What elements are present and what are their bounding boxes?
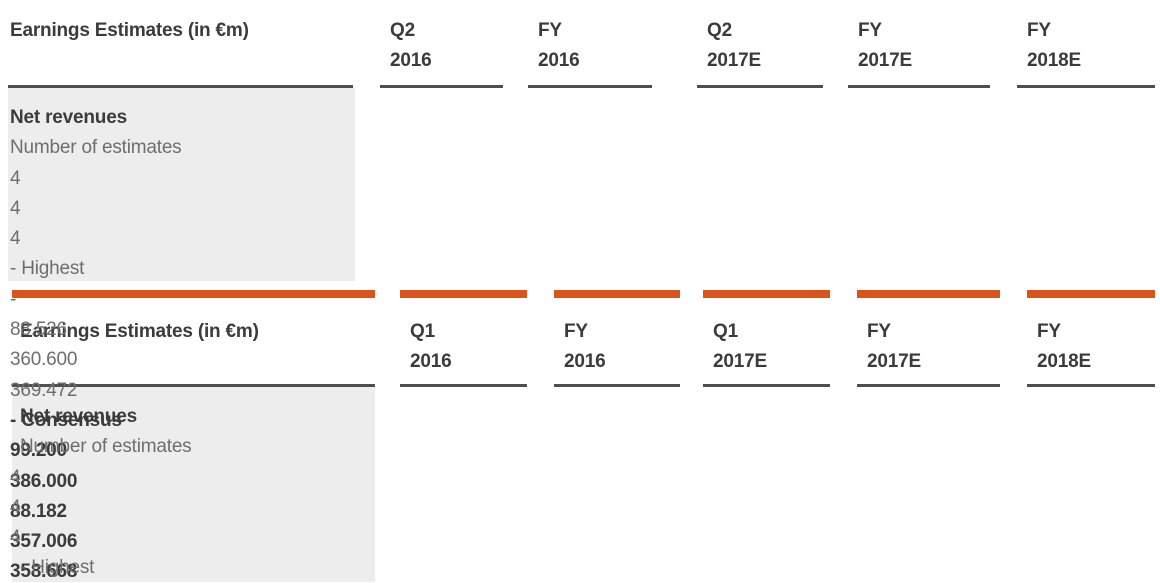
cell-value: 4 — [10, 496, 21, 518]
table-header-row: Earnings Estimates (in €m) Q2 2016 FY 2016 Q2… — [0, 0, 1160, 88]
column-header: FY 2018E — [1017, 0, 1155, 88]
table-row: - Highest - 88.526 360.600 369.472 — [0, 254, 1160, 405]
column-header-cell: FY 2016 — [528, 0, 697, 88]
column-header-year: 2016 — [390, 50, 432, 71]
column-header: Q1 2017E — [703, 290, 830, 387]
column-header-cell: FY 2018E — [1017, 0, 1160, 88]
column-header-period: FY — [1027, 20, 1051, 41]
column-header-cell: FY 2017E — [857, 290, 1027, 387]
cell-value: 386.000 — [10, 470, 78, 492]
table-title: Earnings Estimates (in €m) — [12, 290, 375, 387]
cell-value: 99.200 — [10, 440, 67, 462]
column-header-cell: FY 2018E — [1027, 290, 1160, 387]
column-header-period: FY — [538, 20, 562, 41]
column-header-period: Q2 — [390, 20, 415, 41]
section-label: Net revenues — [20, 406, 137, 427]
row-label: - Consensus — [10, 409, 122, 431]
row-label: - Highest — [20, 557, 95, 579]
cell-value: 4 — [10, 466, 21, 488]
label-column-background — [12, 387, 375, 582]
column-header-cell: Q2 2016 — [380, 0, 528, 88]
table-row: - Highest-89.383364.000377.631 — [0, 553, 1160, 583]
cell-value: 4 — [10, 197, 21, 219]
section-label: Net revenues — [10, 107, 127, 128]
column-header-year: 2017E — [707, 50, 761, 71]
column-header-cell: FY 2017E — [848, 0, 1017, 88]
column-header-cell: FY 2016 — [554, 290, 703, 387]
cell-value: 88.182 — [10, 500, 67, 522]
column-header-year: 2017E — [713, 351, 767, 372]
column-header-period: Q1 — [713, 321, 738, 342]
column-header-year: 2017E — [858, 50, 912, 71]
column-header-period: Q2 — [707, 20, 732, 41]
column-header-year: 2016 — [538, 50, 580, 71]
table-title: Earnings Estimates (in €m) — [8, 0, 353, 88]
cell-value: - — [10, 288, 17, 310]
column-header-year: 2016 — [564, 351, 606, 372]
column-header-cell: Q1 2016 — [400, 290, 554, 387]
cell-value: 358.668 — [10, 561, 78, 583]
cell-value: 4 — [10, 167, 21, 189]
column-header-year: 2018E — [1027, 50, 1081, 71]
row-label: - Highest — [10, 258, 85, 280]
column-header-period: Q1 — [410, 321, 435, 342]
cell-value: 369.472 — [10, 379, 78, 401]
column-header-period: FY — [1037, 321, 1061, 342]
column-header: Q2 2016 — [380, 0, 503, 88]
column-header: FY 2018E — [1027, 290, 1155, 387]
column-header-year: 2017E — [867, 351, 921, 372]
column-header: Q2 2017E — [697, 0, 823, 88]
section-row: Net revenues — [0, 103, 1160, 133]
earnings-estimates-table-bottom: Earnings Estimates (in €m) Q1 2016 FY 2016 Q1… — [0, 290, 1160, 582]
table-header-row: Earnings Estimates (in €m) Q1 2016 FY 2016 Q1… — [0, 290, 1160, 387]
row-label: Number of estimates — [20, 436, 192, 458]
table-body: Net revenues Number of estimates 4 4 4 - High… — [0, 88, 1160, 582]
column-header-cell: Q2 2017E — [697, 0, 848, 88]
row-label: Number of estimates — [10, 137, 182, 159]
column-header: FY 2017E — [848, 0, 990, 88]
column-header: FY 2016 — [528, 0, 652, 88]
table-row: Number of estimates 4 4 4 — [0, 133, 1160, 254]
table-body: Net revenues Number of estimates 4 4 4 - High… — [0, 387, 1160, 582]
column-header: Q1 2016 — [400, 290, 527, 387]
column-header-cell: Q1 2017E — [703, 290, 857, 387]
cell-value: 360.600 — [10, 349, 78, 371]
table-title-cell: Earnings Estimates (in €m) — [0, 0, 380, 88]
column-header: FY 2017E — [857, 290, 1000, 387]
column-header-period: FY — [564, 321, 588, 342]
cell-value: 4 — [10, 527, 21, 549]
column-header-year: 2016 — [410, 351, 452, 372]
table-row: - Consensus 99.200 386.000 88.182 357.006 358… — [0, 406, 1160, 583]
cell-value: 357.006 — [10, 531, 78, 553]
section-row: Net revenues — [0, 402, 1160, 432]
table-title-cell: Earnings Estimates (in €m) — [0, 290, 400, 387]
column-header-period: FY — [858, 20, 882, 41]
column-header-period: FY — [867, 321, 891, 342]
table-row: Number of estimates 4 4 4 — [0, 432, 1160, 553]
label-column-background — [8, 88, 355, 281]
cell-value: 4 — [10, 228, 21, 250]
cell-value: 88.526 — [10, 319, 67, 341]
column-header-year: 2018E — [1037, 351, 1091, 372]
column-header: FY 2016 — [554, 290, 680, 387]
